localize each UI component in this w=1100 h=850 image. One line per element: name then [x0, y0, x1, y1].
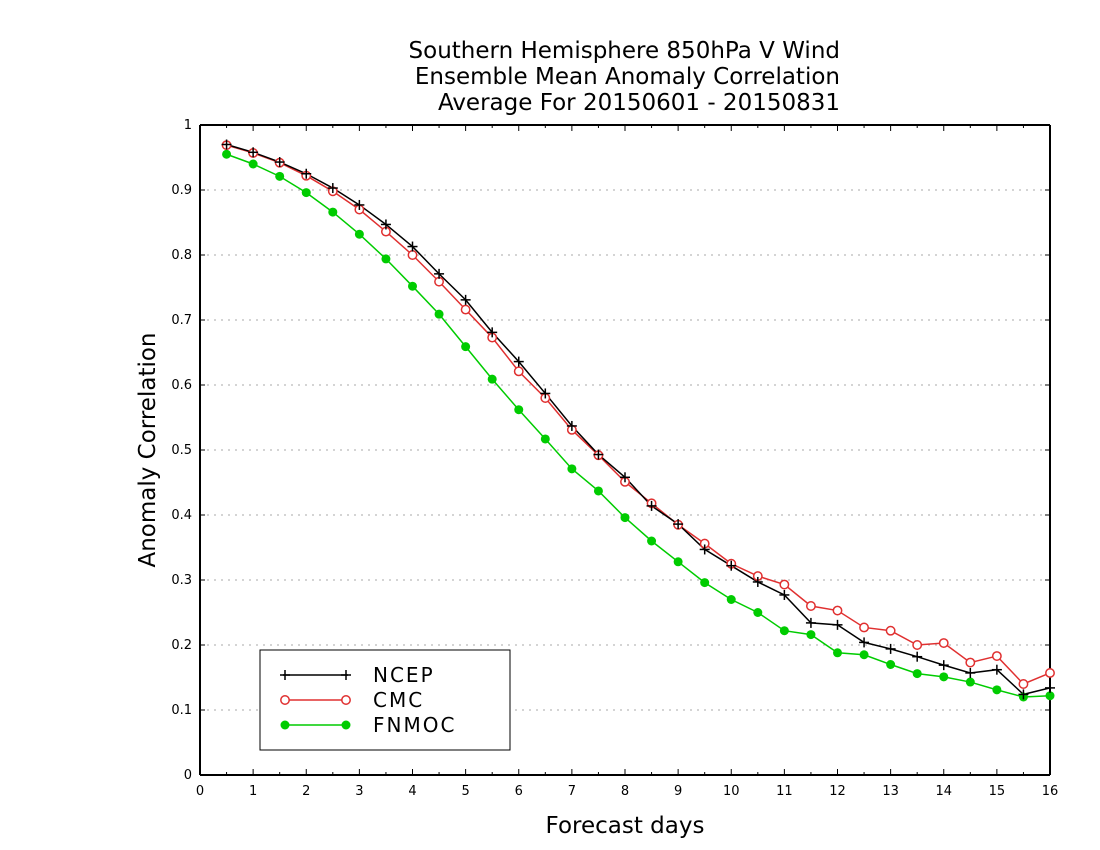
point-fnmoc [487, 374, 497, 384]
x-axis-label: Forecast days [546, 813, 705, 839]
legend-marker-cmc [280, 695, 290, 705]
x-tick-label: 5 [461, 784, 469, 799]
x-tick-label: 13 [882, 784, 899, 799]
x-tick-label: 9 [674, 784, 682, 799]
y-tick-label: 0.1 [171, 703, 192, 718]
legend-marker-fnmoc [341, 720, 351, 730]
y-axis-label: Anomaly Correlation [135, 332, 161, 567]
x-tick-label: 6 [515, 784, 523, 799]
x-tick-label: 14 [935, 784, 952, 799]
point-fnmoc [381, 254, 391, 264]
y-tick-label: 0.2 [171, 638, 192, 653]
point-cmc [938, 638, 949, 648]
x-tick-label: 16 [1042, 784, 1059, 799]
point-cmc [779, 579, 790, 590]
point-cmc [1018, 679, 1029, 689]
point-fnmoc [939, 672, 949, 682]
point-cmc [885, 625, 896, 636]
x-tick-label: 4 [408, 784, 416, 799]
point-fnmoc [806, 630, 816, 640]
point-fnmoc [726, 595, 736, 604]
point-fnmoc [992, 685, 1002, 695]
chart-title-line-2: Ensemble Mean Anomaly Correlation [415, 64, 840, 90]
point-cmc [407, 250, 418, 260]
point-fnmoc [514, 405, 524, 415]
point-fnmoc [673, 557, 683, 567]
x-tick-label: 15 [989, 784, 1006, 799]
point-fnmoc [912, 669, 922, 679]
point-fnmoc [620, 513, 630, 523]
tick-labels: 00.10.20.30.40.50.60.70.80.910 1 2 3 4 5 6 7 8 9 1… [171, 118, 1058, 799]
y-tick-label: 0.5 [171, 443, 192, 458]
series-markers [221, 139, 1055, 702]
tick-marks [199, 124, 1051, 776]
point-cmc [991, 651, 1002, 661]
point-cmc [965, 657, 976, 668]
point-cmc [805, 601, 816, 611]
y-tick-label: 1 [184, 118, 192, 133]
legend-marker-fnmoc [280, 720, 290, 730]
point-cmc [513, 366, 524, 377]
point-fnmoc [301, 188, 311, 198]
point-cmc [832, 605, 843, 616]
point-fnmoc [540, 434, 550, 444]
point-fnmoc [248, 159, 258, 169]
chart-title-line-1: Southern Hemisphere 850hPa V Wind [409, 38, 840, 64]
gridlines [200, 189, 1050, 711]
point-fnmoc [1045, 691, 1055, 701]
point-fnmoc [859, 650, 869, 660]
x-tick-label: 7 [568, 784, 576, 799]
point-fnmoc [779, 626, 789, 636]
legend-label-cmc: CMC [373, 688, 424, 712]
legend-marker-cmc [341, 695, 351, 705]
point-fnmoc [593, 486, 603, 496]
point-fnmoc [328, 207, 338, 217]
point-cmc [1045, 668, 1055, 678]
point-fnmoc [647, 536, 657, 546]
x-tick-label: 2 [302, 784, 310, 799]
legend-label-ncep: NCEP [373, 663, 435, 687]
y-tick-label: 0.7 [171, 313, 192, 328]
series-lines [226, 143, 1051, 698]
point-fnmoc [275, 171, 285, 181]
legend-label-fnmoc: FNMOC [373, 713, 456, 737]
point-fnmoc [461, 342, 471, 352]
chart-title-line-3: Average For 20150601 - 20150831 [438, 90, 840, 116]
x-tick-label: 1 [249, 784, 257, 799]
point-fnmoc [567, 464, 577, 474]
x-tick-label: 3 [355, 784, 363, 799]
point-fnmoc [833, 648, 842, 658]
x-tick-label: 0 [196, 784, 204, 799]
point-fnmoc [354, 229, 364, 239]
y-tick-label: 0.4 [171, 508, 192, 523]
x-tick-label: 8 [621, 784, 629, 799]
series-line-fnmoc [226, 153, 1051, 698]
y-tick-label: 0 [184, 768, 192, 783]
point-fnmoc [965, 677, 975, 687]
chart-title: Southern Hemisphere 850hPa V Wind Ensemb… [409, 38, 840, 116]
y-tick-label: 0.6 [171, 378, 192, 393]
y-tick-label: 0.9 [171, 183, 192, 198]
point-fnmoc [434, 309, 444, 319]
point-cmc [859, 622, 870, 633]
point-fnmoc [222, 149, 232, 159]
y-tick-label: 0.8 [171, 248, 192, 263]
x-tick-label: 12 [829, 784, 846, 799]
x-tick-label: 11 [776, 784, 793, 799]
x-tick-label: 10 [723, 784, 740, 799]
point-fnmoc [408, 281, 417, 291]
point-fnmoc [886, 660, 896, 669]
point-fnmoc [753, 608, 763, 617]
y-tick-label: 0.3 [171, 573, 192, 588]
point-cmc [460, 304, 471, 315]
point-cmc [912, 640, 923, 650]
point-fnmoc [700, 578, 710, 588]
